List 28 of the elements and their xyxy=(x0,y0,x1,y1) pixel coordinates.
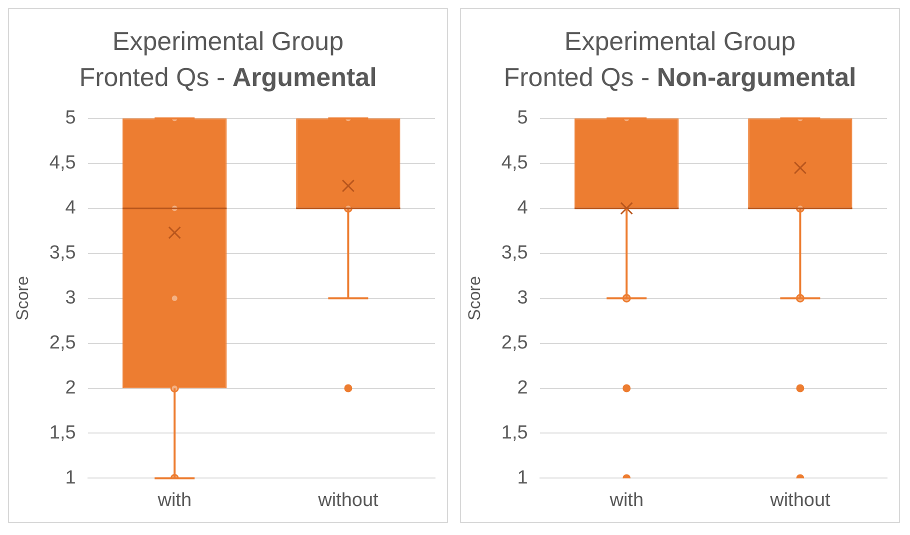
y-tick-label: 2,5 xyxy=(501,332,528,354)
y-tick-label: 2 xyxy=(65,377,76,398)
x-tick-label: with xyxy=(608,490,644,511)
y-axis-title: Score xyxy=(464,276,484,321)
y-tick-label: 2,5 xyxy=(49,332,76,354)
y-tick-label: 1 xyxy=(65,467,76,488)
y-tick-label: 4,5 xyxy=(501,152,528,174)
y-tick-label: 3,5 xyxy=(501,242,528,264)
y-tick-label: 1,5 xyxy=(49,422,76,444)
y-tick-label: 5 xyxy=(65,108,76,129)
y-tick-label: 4 xyxy=(65,198,76,219)
chart-subtitle: Fronted Qs - Non-argumental xyxy=(504,62,856,92)
y-tick-label: 5 xyxy=(517,108,528,129)
y-axis-title: Score xyxy=(12,276,32,321)
y-tick-label: 3 xyxy=(65,288,76,309)
chart-title: Experimental Group xyxy=(111,25,345,58)
y-tick-label: 4,5 xyxy=(49,152,76,174)
y-tick-label: 4 xyxy=(517,198,528,219)
y-tick-label: 1 xyxy=(517,467,528,488)
x-tick-label: with xyxy=(156,490,192,511)
x-tick-label: without xyxy=(769,490,832,511)
chart-title: Experimental Group xyxy=(563,25,797,58)
y-tick-label: 2 xyxy=(517,377,528,398)
x-tick-label: without xyxy=(317,490,380,511)
y-tick-label: 3 xyxy=(517,288,528,309)
y-tick-label: 1,5 xyxy=(501,422,528,444)
chart-subtitle: Fronted Qs - Argumental xyxy=(79,62,377,92)
y-tick-label: 3,5 xyxy=(49,242,76,264)
